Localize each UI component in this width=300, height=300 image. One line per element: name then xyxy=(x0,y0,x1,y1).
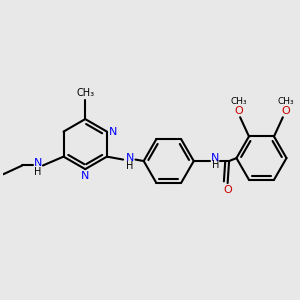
Text: H: H xyxy=(212,160,219,170)
Text: H: H xyxy=(126,161,133,171)
Text: CH₃: CH₃ xyxy=(230,97,247,106)
Text: O: O xyxy=(234,106,243,116)
Text: CH₃: CH₃ xyxy=(278,97,294,106)
Text: N: N xyxy=(125,153,134,163)
Text: O: O xyxy=(281,106,290,116)
Text: N: N xyxy=(109,127,118,136)
Text: H: H xyxy=(34,167,41,177)
Text: N: N xyxy=(81,171,89,181)
Text: CH₃: CH₃ xyxy=(76,88,94,98)
Text: N: N xyxy=(33,158,42,168)
Text: N: N xyxy=(211,152,219,163)
Text: O: O xyxy=(223,185,232,196)
